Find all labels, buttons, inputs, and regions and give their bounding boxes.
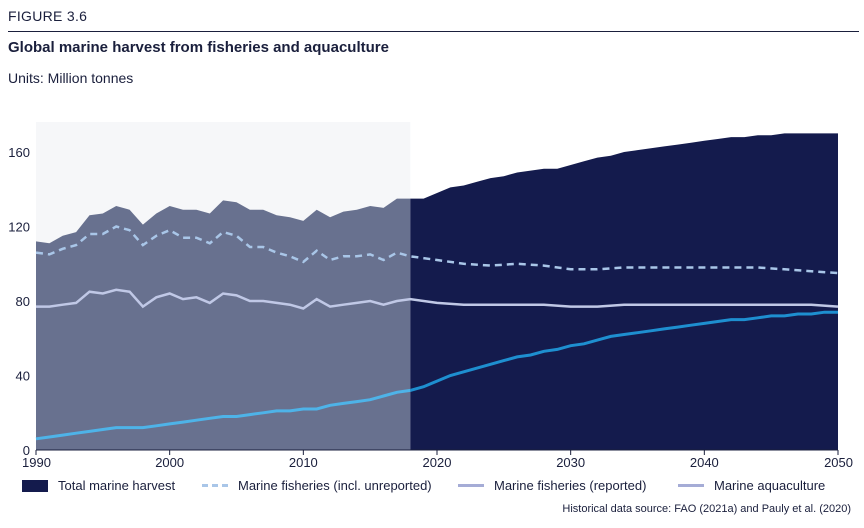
series-line-fisheries-unreported	[35, 225, 839, 275]
series-line-fisheries-reported	[36, 288, 839, 310]
total-harvest-area-historical	[36, 198, 411, 450]
legend-item-total-harvest: Total marine harvest	[22, 478, 175, 493]
chart-legend: Total marine harvest Marine fisheries (i…	[22, 478, 862, 496]
y-tick-label: 120	[8, 220, 30, 235]
legend-swatch-aquaculture	[678, 484, 704, 487]
legend-label-fisheries-reported: Marine fisheries (reported)	[494, 478, 647, 493]
chart-title: Global marine harvest from fisheries and…	[8, 39, 389, 56]
x-tick-label: 1990	[22, 455, 51, 470]
legend-swatch-fisheries-reported	[458, 484, 484, 487]
legend-label-total-harvest: Total marine harvest	[58, 478, 176, 493]
legend-item-fisheries-unreported: Marine fisheries (incl. unreported)	[202, 478, 432, 493]
legend-label-aquaculture: Marine aquaculture	[714, 478, 826, 493]
total-harvest-area-projection	[410, 133, 838, 450]
x-axis-ticks: 1990 2000 2010 2020 2030 2040 2050	[22, 450, 853, 470]
x-tick-label: 2020	[423, 455, 452, 470]
units-label: Units: Million tonnes	[8, 70, 134, 86]
legend-item-fisheries-reported: Marine fisheries (reported)	[458, 478, 646, 493]
data-source-note: Historical data source: FAO (2021a) and …	[562, 503, 851, 515]
legend-item-aquaculture: Marine aquaculture	[678, 478, 825, 493]
x-tick-label: 2040	[690, 455, 719, 470]
header-divider	[8, 31, 859, 32]
y-tick-label: 0	[23, 443, 30, 458]
x-tick-label: 2030	[556, 455, 585, 470]
series-line-aquaculture-historical	[35, 388, 411, 441]
y-axis-ticks: 0 40 80 120 160	[8, 145, 30, 458]
x-tick-label: 2010	[289, 455, 318, 470]
y-tick-label: 160	[8, 145, 30, 160]
legend-swatch-fisheries-unreported	[202, 484, 228, 487]
figure-label: FIGURE 3.6	[8, 8, 88, 24]
y-tick-label: 40	[16, 369, 30, 384]
x-tick-label: 2050	[824, 455, 853, 470]
y-tick-label: 80	[16, 294, 30, 309]
x-tick-label: 2000	[155, 455, 184, 470]
legend-label-fisheries-unreported: Marine fisheries (incl. unreported)	[238, 478, 432, 493]
series-line-aquaculture-projection	[409, 310, 838, 392]
legend-swatch-total-harvest	[22, 479, 48, 492]
